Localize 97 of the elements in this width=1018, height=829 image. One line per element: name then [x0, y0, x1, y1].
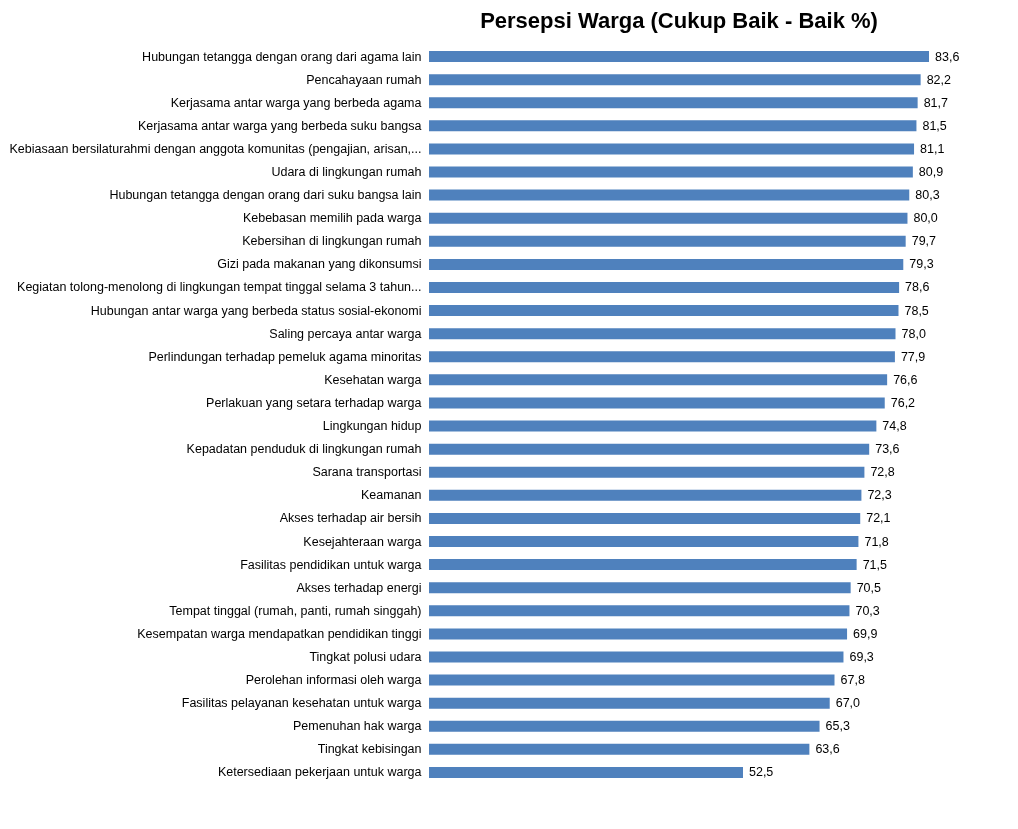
data-label: 79,3	[909, 257, 934, 272]
y-tick-label: Lingkungan hidup	[322, 419, 422, 434]
bar	[429, 189, 910, 201]
y-tick-label: Pencahayaan rumah	[306, 72, 422, 87]
y-tick-label: Tempat tinggal (rumah, panti, rumah singgah)	[169, 603, 422, 618]
data-label: 78,6	[905, 280, 930, 295]
bar	[429, 212, 908, 224]
bar	[429, 720, 820, 732]
data-label: 78,5	[904, 303, 929, 318]
y-tick-label: Tingkat polusi udara	[309, 649, 422, 664]
y-tick-label: Ketersediaan pekerjaan untuk warga	[217, 765, 422, 780]
data-label: 71,5	[862, 557, 888, 572]
y-tick-label: Kebebasan memilih pada warga	[242, 211, 422, 226]
bar	[429, 97, 918, 109]
y-tick-label: Akses terhadap energi	[296, 580, 422, 595]
y-tick-label: Fasilitas pendidikan untuk warga	[240, 557, 422, 572]
data-label: 76,6	[893, 372, 918, 387]
y-tick-label: Saling percaya antar warga	[269, 326, 422, 341]
bar	[429, 651, 844, 663]
data-label: 76,2	[890, 395, 916, 410]
bar	[429, 674, 835, 686]
bar	[429, 559, 857, 571]
bar	[429, 443, 870, 455]
bar	[429, 74, 921, 86]
y-tick-label: Hubungan tetangga dengan orang dari agama lain	[142, 49, 422, 64]
data-label: 79,7	[911, 234, 937, 249]
data-label: 67,0	[835, 696, 861, 711]
y-tick-label: Kerjasama antar warga yang berbeda agama	[170, 95, 422, 110]
data-label: 77,9	[900, 349, 926, 364]
data-label: 83,6	[935, 49, 960, 64]
bar	[429, 258, 904, 270]
data-label: 81,1	[920, 141, 945, 156]
bar	[429, 397, 885, 409]
data-label: 82,2	[926, 72, 951, 87]
data-label: 72,1	[866, 511, 891, 526]
bar	[429, 51, 929, 63]
chart-title: Persepsi Warga (Cukup Baik - Baik %)	[480, 8, 878, 33]
y-tick-label: Kesejahteraan warga	[303, 534, 422, 549]
data-label: 52,5	[749, 765, 774, 780]
y-tick-label: Kesempatan warga mendapatkan pendidikan tinggi	[137, 626, 422, 641]
bar	[429, 281, 900, 293]
y-tick-label: Kebersihan di lingkungan rumah	[242, 234, 422, 249]
data-label: 78,0	[901, 326, 926, 341]
data-label: 81,5	[922, 118, 947, 133]
y-tick-label: Udara di lingkungan rumah	[271, 165, 422, 180]
y-tick-label: Perolehan informasi oleh warga	[245, 673, 422, 688]
bar	[429, 697, 830, 709]
bar	[429, 766, 743, 778]
bar	[429, 582, 851, 594]
bar	[429, 143, 915, 155]
bar	[429, 374, 888, 386]
bar	[429, 536, 859, 548]
y-tick-label: Sarana transportasi	[312, 465, 422, 480]
data-label: 74,8	[882, 419, 907, 434]
y-tick-label: Perlakuan yang setara terhadap warga	[206, 395, 422, 410]
y-tick-label: Kerjasama antar warga yang berbeda suku bangsa	[137, 118, 422, 133]
data-label: 80,0	[913, 211, 938, 226]
y-tick-label: Kebiasaan bersilaturahmi dengan anggota komunitas (pengajian, arisan,...	[9, 141, 422, 156]
y-tick-label: Kegiatan tolong-menolong di lingkungan tempat tinggal selama 3 tahun...	[17, 280, 422, 295]
y-tick-label: Hubungan tetangga dengan orang dari suku bangsa lain	[109, 188, 422, 203]
y-tick-label: Fasilitas pelayanan kesehatan untuk warga	[181, 696, 422, 711]
y-tick-label: Gizi pada makanan yang dikonsumsi	[217, 257, 422, 272]
y-tick-label: Hubungan antar warga yang berbeda status sosial-ekonomi	[90, 303, 422, 318]
data-label: 73,6	[875, 442, 900, 457]
data-label: 81,7	[923, 95, 949, 110]
bar	[429, 466, 865, 478]
data-label: 70,5	[856, 580, 882, 595]
bar	[429, 328, 896, 340]
data-label: 80,9	[918, 165, 944, 180]
bar	[429, 743, 810, 755]
y-tick-label: Akses terhadap air bersih	[279, 511, 422, 526]
data-label: 65,3	[825, 719, 850, 734]
bar	[429, 166, 913, 178]
data-label: 69,3	[849, 649, 874, 664]
data-label: 72,3	[867, 488, 892, 503]
bar	[429, 605, 850, 617]
data-label: 70,3	[855, 603, 880, 618]
y-tick-label: Tingkat kebisingan	[317, 742, 422, 757]
data-label: 72,8	[870, 465, 895, 480]
bar	[429, 120, 917, 132]
bar	[429, 512, 861, 524]
bar	[429, 235, 906, 247]
data-label: 67,8	[840, 673, 865, 688]
y-tick-label: Pemenuhan hak warga	[292, 719, 422, 734]
data-label: 71,8	[864, 534, 889, 549]
y-tick-label: Keamanan	[361, 488, 422, 503]
bar	[429, 351, 895, 363]
bar	[429, 489, 862, 501]
data-label: 80,3	[915, 188, 940, 203]
data-label: 69,9	[853, 626, 878, 641]
y-tick-label: Perlindungan terhadap pemeluk agama minoritas	[148, 349, 422, 364]
y-tick-label: Kepadatan penduduk di lingkungan rumah	[186, 442, 422, 457]
bar	[429, 628, 848, 640]
bar	[429, 305, 899, 317]
bar	[429, 420, 877, 432]
data-label: 63,6	[815, 742, 840, 757]
y-tick-label: Kesehatan warga	[324, 372, 422, 387]
